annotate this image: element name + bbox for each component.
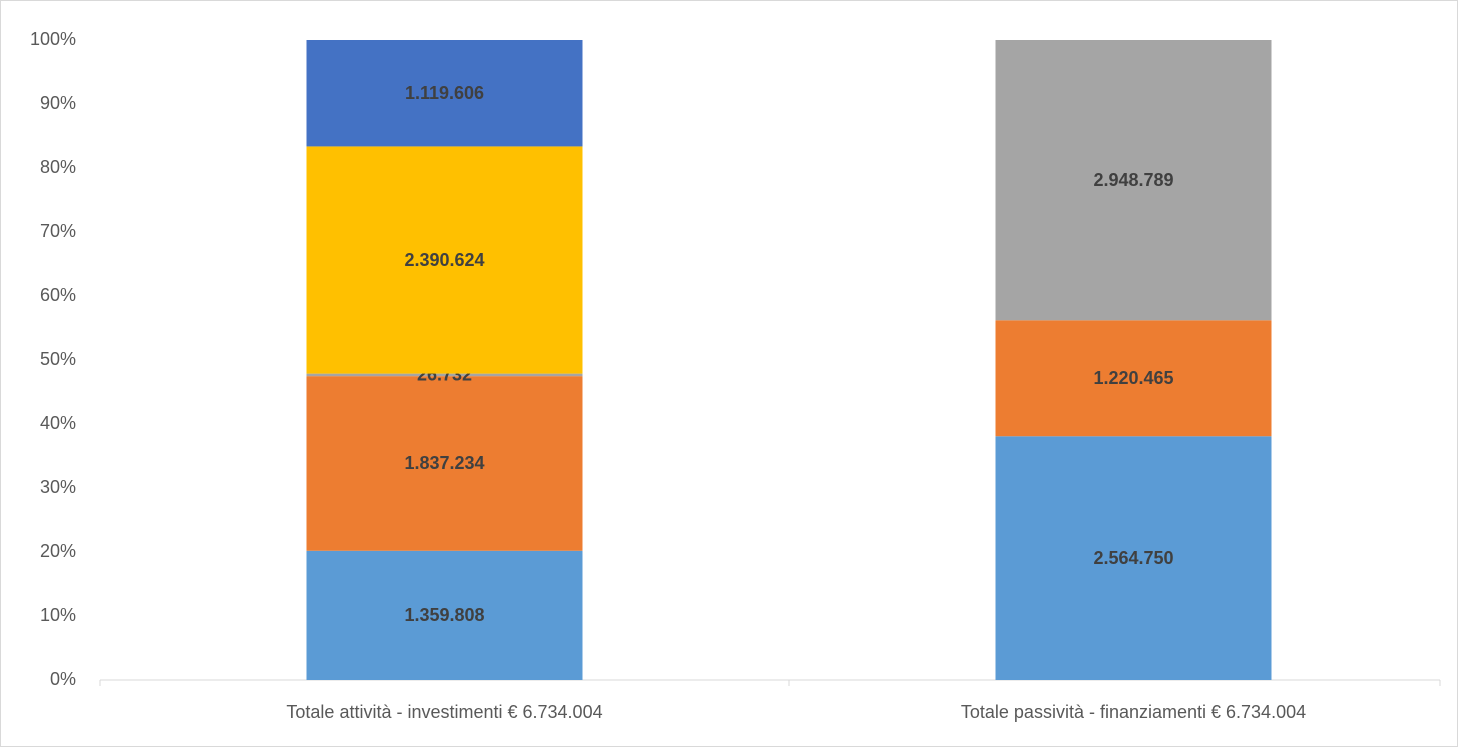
y-tick-label: 80% — [40, 157, 76, 177]
bar-segment — [306, 550, 583, 680]
y-tick-label: 50% — [40, 349, 76, 369]
y-tick-label: 20% — [40, 541, 76, 561]
x-tick-label: Totale passività - finanziamenti € 6.734… — [961, 702, 1306, 722]
bar-segment — [306, 146, 583, 374]
bar-segment — [995, 320, 1272, 437]
data-label: 1.220.465 — [1093, 368, 1173, 388]
y-tick-label: 100% — [30, 29, 76, 49]
bar-segment — [995, 436, 1272, 680]
y-tick-label: 70% — [40, 221, 76, 241]
y-tick-label: 90% — [40, 93, 76, 113]
x-tick-label: Totale attività - investimenti € 6.734.0… — [286, 702, 602, 722]
bar-segment — [306, 40, 583, 147]
data-label: 2.564.750 — [1093, 548, 1173, 568]
bar-segment — [995, 40, 1272, 321]
y-tick-label: 0% — [50, 669, 76, 689]
y-tick-label: 40% — [40, 413, 76, 433]
y-tick-label: 10% — [40, 605, 76, 625]
bar-segment — [306, 376, 583, 551]
data-label: 1.359.808 — [404, 605, 484, 625]
data-label: 2.390.624 — [404, 250, 484, 270]
data-label: 1.837.234 — [404, 453, 484, 473]
y-tick-label: 60% — [40, 285, 76, 305]
y-tick-label: 30% — [40, 477, 76, 497]
data-label: 1.119.606 — [405, 83, 484, 103]
bar-segment — [306, 373, 583, 377]
data-label: 2.948.789 — [1093, 170, 1173, 190]
